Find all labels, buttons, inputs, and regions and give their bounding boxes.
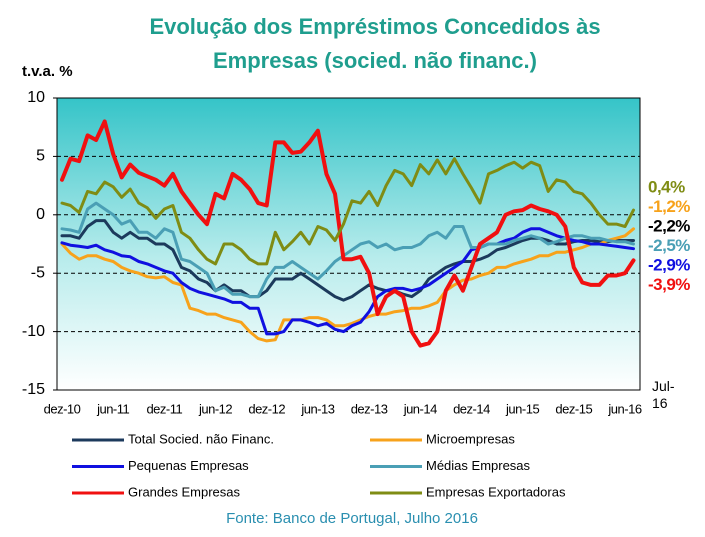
legend-label: Pequenas Empresas xyxy=(128,458,249,473)
series-line xyxy=(60,119,636,348)
y-tick-label: 0 xyxy=(36,206,45,223)
source: Fonte: Banco de Portugal, Julho 2016 xyxy=(226,510,478,527)
x-tick-label: dez-14 xyxy=(453,401,490,416)
chart-title: Evolução dos Empréstimos Concedidos às xyxy=(149,14,600,39)
legend-label: Microempresas xyxy=(426,431,515,446)
y-tick-label: -5 xyxy=(31,264,45,281)
x-tick-label: dez-13 xyxy=(351,401,388,416)
end-label: -1,2% xyxy=(648,197,690,216)
legend-label: Grandes Empresas xyxy=(128,484,240,499)
x-tick-label: jun-16 xyxy=(607,401,641,416)
y-tick-label: 10 xyxy=(27,89,45,106)
end-label: -2,2% xyxy=(648,216,690,235)
series-line xyxy=(60,201,635,299)
end-label: 0,4% xyxy=(648,177,685,196)
end-label: -3,9% xyxy=(648,275,690,294)
chart-title: Empresas (socied. não financ.) xyxy=(213,48,537,73)
x-tick-label: jun-13 xyxy=(300,401,334,416)
end-label: -2,9% xyxy=(648,255,690,274)
series-line xyxy=(60,227,635,343)
x-tick-label: jun-15 xyxy=(505,401,539,416)
y-tick-label: -10 xyxy=(22,323,45,340)
y-axis-label: t.v.a. % xyxy=(22,63,73,80)
x-tick-label: dez-15 xyxy=(555,401,592,416)
legend-label: Empresas Exportadoras xyxy=(426,484,566,499)
series-line xyxy=(60,227,635,336)
x-tick-label: Jul-16 xyxy=(652,378,675,411)
series-line xyxy=(60,157,635,266)
x-tick-label: jun-12 xyxy=(198,401,232,416)
x-tick-label: dez-10 xyxy=(44,401,81,416)
legend-label: Total Socied. não Financ. xyxy=(128,431,274,446)
legend-label: Médias Empresas xyxy=(426,458,531,473)
y-tick-label: 5 xyxy=(36,148,45,165)
x-tick-label: dez-12 xyxy=(248,401,285,416)
x-tick-label: jun-11 xyxy=(96,401,129,416)
x-tick-label: dez-11 xyxy=(146,401,182,416)
end-label: -2,5% xyxy=(648,236,690,255)
x-tick-label: jun-14 xyxy=(403,401,437,416)
y-tick-label: -15 xyxy=(22,381,45,398)
